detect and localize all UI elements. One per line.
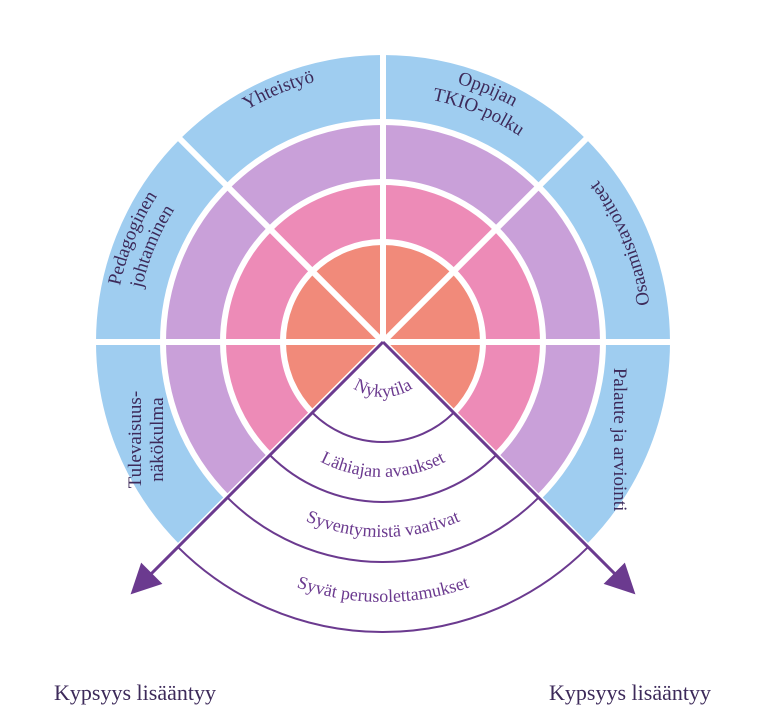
bottom-label-right: Kypsyys lisääntyy [549,680,711,705]
segment-label: näkökulma [147,397,168,482]
radial-diagram: Tulevaisuus-näkökulmaPedagoginenjohtamin… [0,0,766,722]
segment-label: Tulevaisuus- [125,391,146,488]
segment-label: Palaute ja arviointi [609,368,630,512]
bottom-label-left: Kypsyys lisääntyy [54,680,216,705]
segment-label-group: Palaute ja arviointi [609,368,630,512]
segment-label-group: Tulevaisuus-näkökulma [125,391,168,488]
